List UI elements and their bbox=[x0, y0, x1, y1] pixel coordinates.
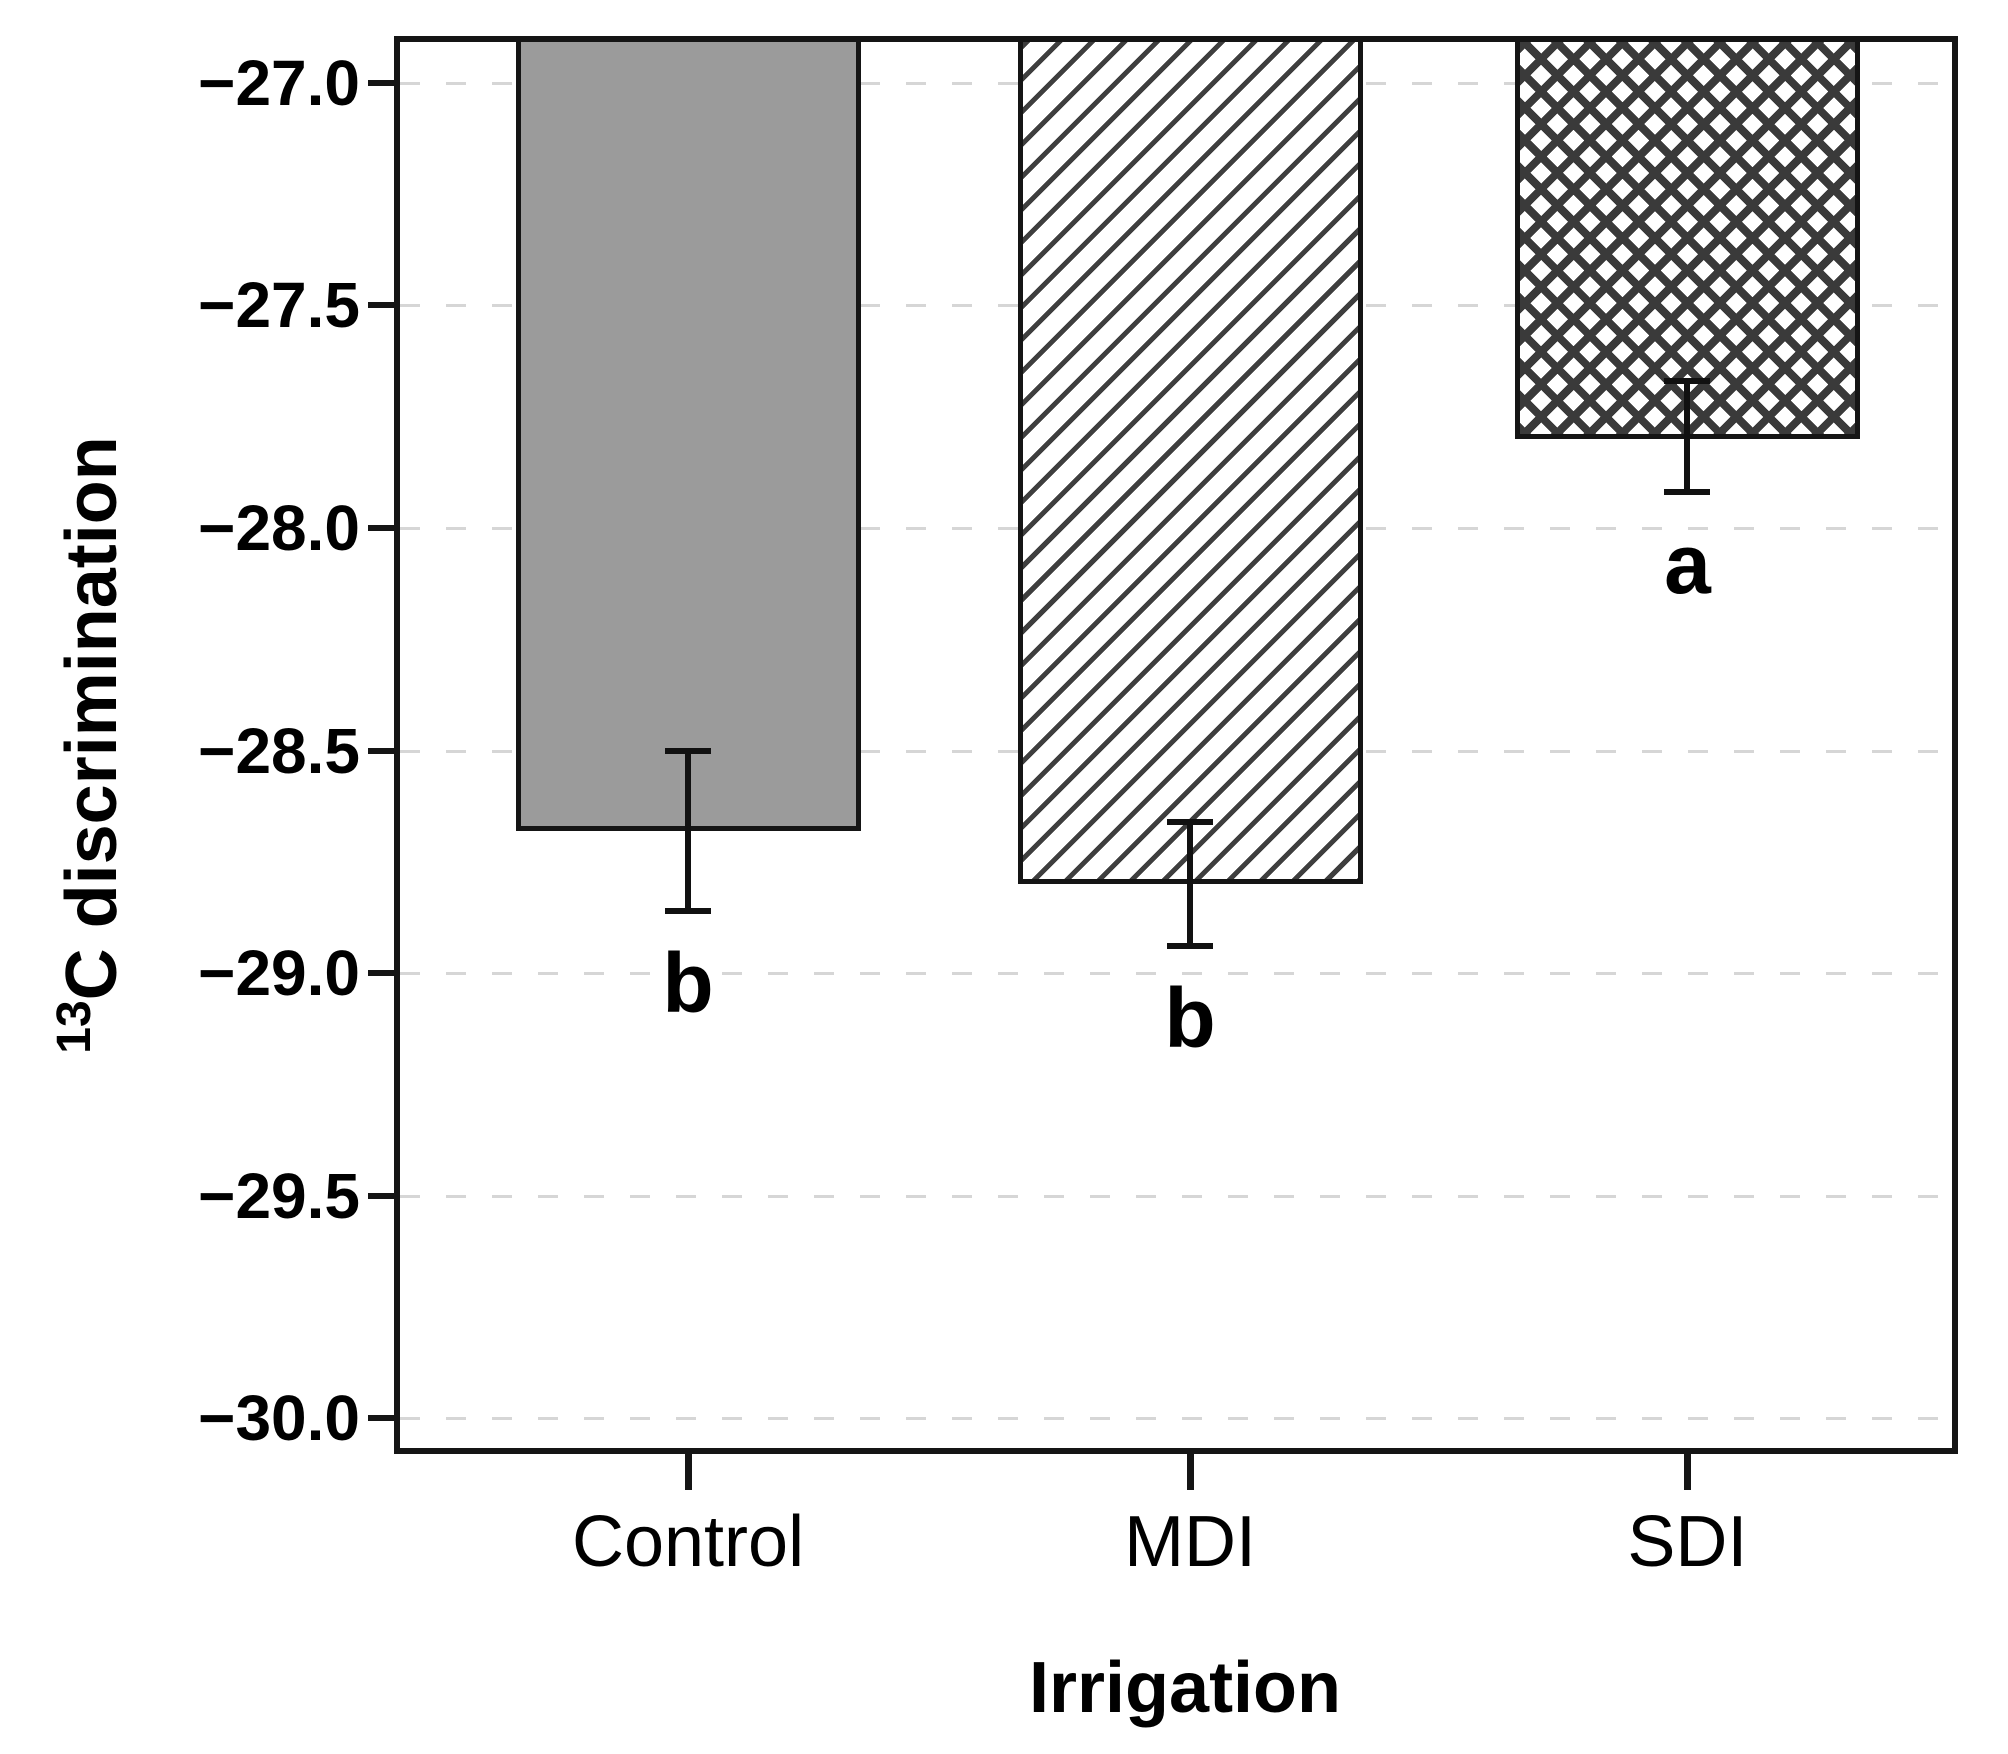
error-bar-cap-bottom-mdi bbox=[1167, 943, 1214, 950]
y-tick-label--28.5: −28.5 bbox=[198, 714, 360, 787]
y-tick-label--29: −29.0 bbox=[198, 937, 360, 1010]
y-tick-label--30: −30.0 bbox=[198, 1382, 360, 1455]
y-tick-mark--28 bbox=[368, 524, 394, 531]
significance-letter-mdi: b bbox=[1164, 971, 1216, 1066]
bar-mdi bbox=[1017, 42, 1363, 885]
y-tick-label--29.5: −29.5 bbox=[198, 1159, 360, 1232]
y-tick-mark--30 bbox=[368, 1415, 394, 1422]
y-tick-mark--29.5 bbox=[368, 1192, 394, 1199]
error-bar-line-control bbox=[685, 750, 692, 911]
y-axis-title-text: C discrimination bbox=[52, 436, 132, 1001]
x-tick-mark-control bbox=[685, 1454, 693, 1490]
x-tick-label-sdi: SDI bbox=[1627, 1502, 1748, 1582]
y-tick-label--27.5: −27.5 bbox=[198, 269, 360, 342]
error-bar-line-sdi bbox=[1684, 381, 1691, 493]
y-tick-mark--27.5 bbox=[368, 302, 394, 309]
gridline-y--29 bbox=[400, 972, 1952, 976]
y-tick-mark--28.5 bbox=[368, 747, 394, 754]
error-bar-line-mdi bbox=[1187, 821, 1194, 947]
error-bar-cap-bottom-sdi bbox=[1664, 489, 1711, 496]
error-bar-cap-bottom-control bbox=[665, 907, 712, 914]
x-tick-label-control: Control bbox=[571, 1502, 805, 1582]
error-bar-cap-top-sdi bbox=[1664, 378, 1711, 385]
significance-letter-sdi: a bbox=[1664, 517, 1711, 612]
y-tick-label--27: −27.0 bbox=[198, 46, 360, 119]
x-axis-title: Irrigation bbox=[1028, 1648, 1342, 1728]
y-axis-title: 13C discrimination bbox=[48, 436, 132, 1053]
gridline-y--30 bbox=[400, 1417, 1952, 1421]
x-tick-mark-mdi bbox=[1187, 1454, 1195, 1490]
y-tick-label--28: −28.0 bbox=[198, 491, 360, 564]
bar-control bbox=[515, 42, 861, 831]
significance-letter-control: b bbox=[662, 935, 714, 1030]
bar-sdi bbox=[1514, 42, 1860, 439]
x-tick-mark-sdi bbox=[1684, 1454, 1692, 1490]
error-bar-cap-top-mdi bbox=[1167, 818, 1214, 825]
y-tick-mark--29 bbox=[368, 970, 394, 977]
error-bar-cap-top-control bbox=[665, 747, 712, 754]
y-axis-title-superscript: 13 bbox=[48, 1000, 101, 1054]
y-tick-mark--27 bbox=[368, 79, 394, 86]
plot-panel: b b a bbox=[394, 36, 1958, 1454]
gridline-y--29.5 bbox=[400, 1194, 1952, 1198]
x-tick-label-mdi: MDI bbox=[1124, 1502, 1257, 1582]
